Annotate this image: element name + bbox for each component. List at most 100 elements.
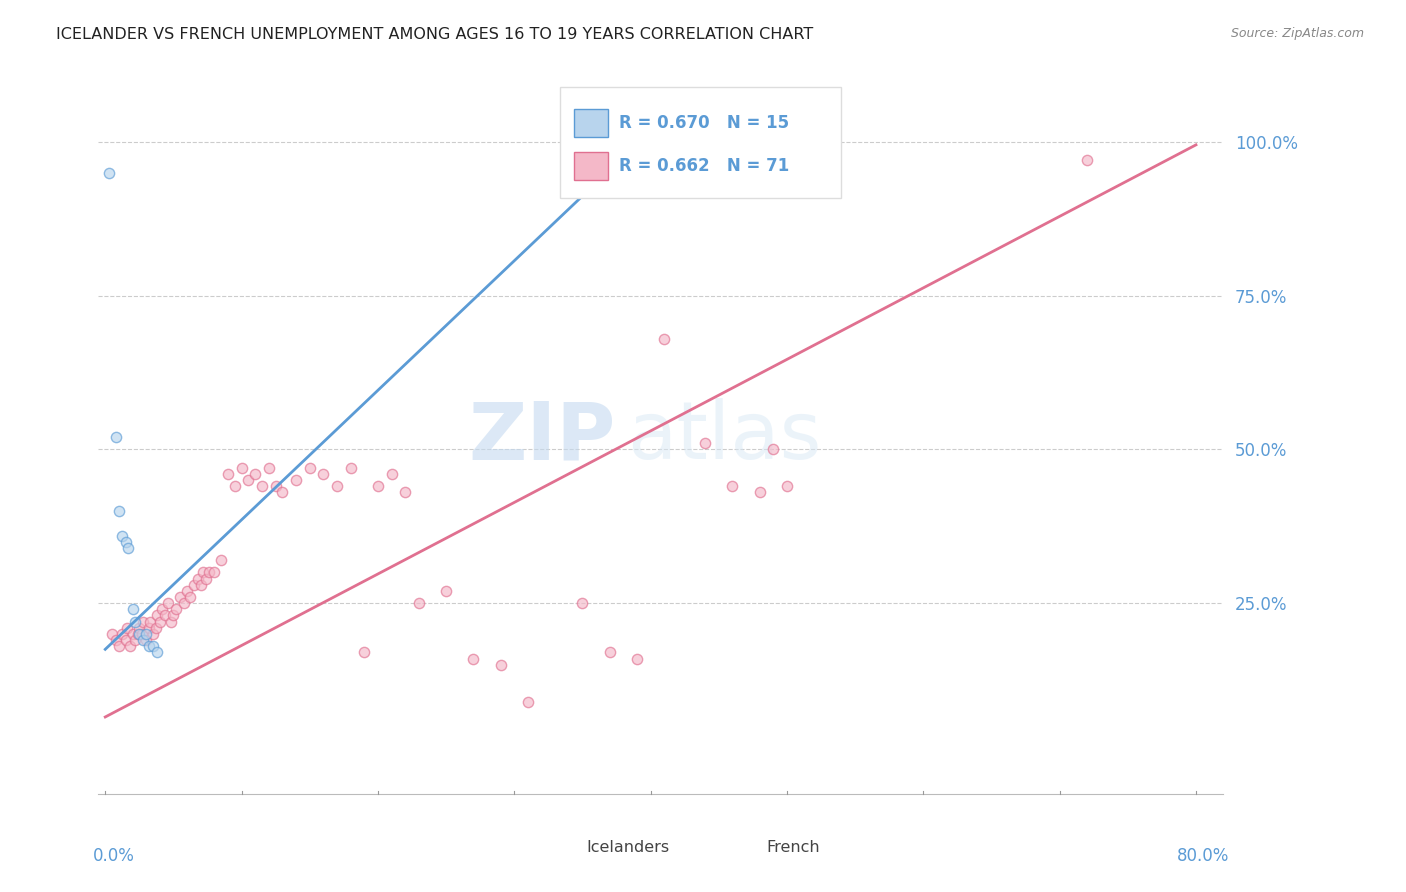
Text: R = 0.670   N = 15: R = 0.670 N = 15 (619, 114, 789, 132)
Text: 0.0%: 0.0% (93, 847, 135, 865)
Point (190, 578, 212, 592)
Point (108, 639, 131, 653)
Point (1076, 153, 1098, 168)
Point (257, 460, 280, 475)
Point (652, 332, 675, 346)
Point (599, 645, 621, 659)
FancyBboxPatch shape (728, 837, 754, 858)
Point (271, 485, 294, 500)
Point (121, 627, 143, 641)
Point (117, 541, 139, 555)
Point (380, 467, 402, 481)
Point (149, 615, 172, 629)
Point (173, 596, 195, 610)
Point (128, 621, 150, 635)
Point (394, 485, 416, 500)
Point (209, 553, 232, 567)
Point (169, 590, 191, 604)
Text: Source: ZipAtlas.com: Source: ZipAtlas.com (1230, 27, 1364, 40)
Point (105, 430, 128, 444)
Point (721, 479, 744, 493)
Point (145, 621, 167, 635)
Point (298, 460, 321, 475)
Point (132, 615, 155, 629)
Point (762, 442, 785, 457)
Point (626, 651, 648, 665)
Point (135, 633, 157, 648)
Point (776, 479, 799, 493)
Point (489, 657, 512, 672)
Point (202, 566, 225, 580)
FancyBboxPatch shape (574, 109, 607, 137)
Point (138, 639, 160, 653)
Point (146, 608, 169, 623)
Point (285, 473, 308, 487)
Point (353, 645, 375, 659)
Point (121, 602, 143, 616)
Point (162, 608, 184, 623)
Point (135, 627, 157, 641)
Point (165, 602, 187, 616)
Point (250, 479, 273, 493)
Point (138, 621, 160, 635)
Point (127, 627, 149, 641)
Point (110, 627, 132, 641)
Point (463, 651, 485, 665)
Point (434, 583, 457, 598)
Point (183, 578, 205, 592)
Point (176, 583, 198, 598)
Text: atlas: atlas (627, 398, 821, 476)
Point (339, 460, 361, 475)
Point (231, 460, 253, 475)
Point (571, 596, 593, 610)
Text: R = 0.662   N = 71: R = 0.662 N = 71 (619, 157, 789, 175)
Point (128, 627, 150, 641)
Point (142, 627, 165, 641)
Text: ZIP: ZIP (468, 398, 616, 476)
Text: Icelanders: Icelanders (586, 840, 669, 855)
Point (131, 627, 153, 641)
Point (114, 633, 136, 648)
Point (98, 165, 121, 179)
Text: French: French (766, 840, 820, 855)
Point (193, 566, 215, 580)
Point (124, 633, 146, 648)
Point (264, 479, 287, 493)
Point (695, 436, 717, 450)
Point (516, 695, 538, 709)
Point (367, 479, 389, 493)
Point (198, 566, 221, 580)
Point (142, 639, 165, 653)
Point (108, 504, 131, 518)
Point (101, 627, 124, 641)
Point (115, 621, 138, 635)
Point (159, 615, 181, 629)
Point (217, 467, 239, 481)
Point (156, 596, 179, 610)
Text: 80.0%: 80.0% (1177, 847, 1229, 865)
Point (224, 479, 246, 493)
Point (146, 645, 169, 659)
FancyBboxPatch shape (548, 837, 574, 858)
Point (105, 633, 128, 648)
Point (124, 615, 146, 629)
Point (612, 165, 634, 179)
Point (187, 572, 209, 586)
Point (132, 633, 155, 648)
Point (110, 528, 132, 542)
Point (114, 534, 136, 549)
Point (155, 608, 177, 623)
Point (238, 473, 260, 487)
Point (312, 467, 335, 481)
Point (179, 590, 201, 604)
Text: ICELANDER VS FRENCH UNEMPLOYMENT AMONG AGES 16 TO 19 YEARS CORRELATION CHART: ICELANDER VS FRENCH UNEMPLOYMENT AMONG A… (56, 27, 814, 42)
FancyBboxPatch shape (560, 87, 841, 198)
Point (195, 572, 218, 586)
Point (326, 479, 349, 493)
Point (408, 596, 430, 610)
Point (118, 639, 141, 653)
Point (245, 467, 267, 481)
FancyBboxPatch shape (574, 152, 607, 180)
Point (139, 615, 162, 629)
Point (748, 485, 770, 500)
